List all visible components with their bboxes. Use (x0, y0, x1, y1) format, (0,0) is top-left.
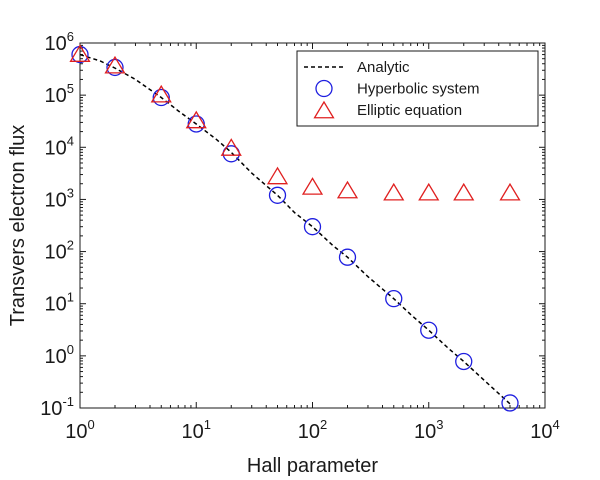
y-tick-label: 105 (45, 81, 74, 107)
y-tick-label: 102 (45, 238, 74, 264)
x-tick-label: 100 (65, 417, 94, 443)
elliptic-point (104, 55, 126, 74)
legend-label: Analytic (357, 59, 410, 76)
hyperbolic-point (152, 88, 170, 107)
hyperbolic-point (385, 290, 403, 308)
x-tick-label: 101 (182, 417, 211, 443)
elliptic-point (220, 138, 242, 156)
hyperbolic-point (338, 248, 357, 266)
hyperbolic-point (303, 218, 322, 236)
y-tick-label: 103 (45, 185, 74, 211)
plot-series (69, 44, 521, 412)
elliptic-point (453, 182, 475, 201)
legend-item: Analytic (304, 59, 410, 76)
y-tick-label: 10-1 (40, 394, 74, 420)
y-tick-label: 106 (45, 29, 74, 55)
hyperbolic-point (501, 394, 519, 412)
series-analytic (79, 53, 511, 405)
elliptic-point (499, 182, 521, 201)
hyperbolic-point (420, 321, 438, 339)
hyperbolic-point (106, 58, 124, 77)
elliptic-point (150, 84, 172, 103)
elliptic-point (383, 182, 405, 201)
legend-circle-swatch (315, 79, 333, 98)
legend-label: Elliptic equation (357, 102, 462, 119)
hyperbolic-point (187, 115, 205, 133)
x-axis-label: Hall parameter (247, 455, 379, 477)
elliptic-point (418, 182, 440, 201)
elliptic-point (301, 177, 324, 195)
legend: Analytic Hyperbolic system Elliptic equati… (296, 50, 539, 127)
hyperbolic-point (268, 186, 287, 204)
elliptic-point (69, 44, 91, 62)
y-tick-label: 101 (45, 290, 74, 316)
x-tick-label: 103 (414, 417, 443, 443)
y-axis-label: Transvers electron flux (7, 125, 29, 327)
series-elliptic-equation (69, 44, 521, 201)
elliptic-point (185, 110, 207, 129)
legend-item: Elliptic equation (313, 100, 462, 119)
elliptic-point (336, 180, 359, 199)
plot-axes (79, 42, 546, 409)
legend-box (296, 50, 539, 127)
hyperbolic-point (455, 352, 473, 371)
y-tick-label: 100 (45, 342, 74, 368)
legend-triangle-swatch (313, 100, 335, 119)
legend-label: Hyperbolic system (357, 81, 480, 98)
x-tick-label: 102 (298, 417, 327, 443)
y-tick-label: 104 (45, 133, 74, 159)
elliptic-point (266, 166, 289, 185)
legend-item: Hyperbolic system (315, 79, 480, 98)
x-tick-label: 104 (530, 417, 559, 443)
analytic-line (79, 53, 511, 405)
series-hyperbolic-system (71, 45, 519, 412)
